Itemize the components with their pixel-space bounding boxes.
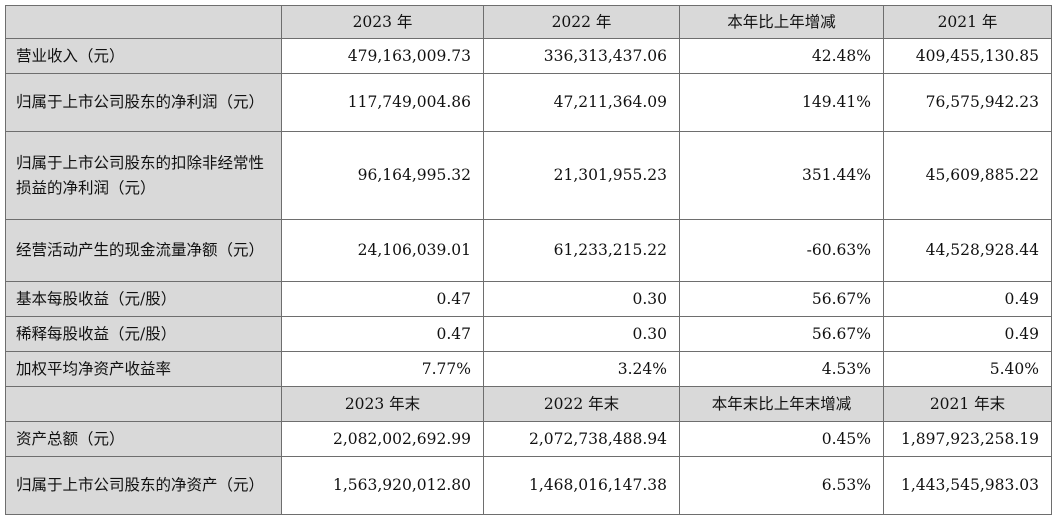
row-label: 营业收入（元） (5, 38, 282, 74)
value-cell: 56.67% (679, 316, 884, 352)
table-row: 基本每股收益（元/股） 0.47 0.30 56.67% 0.49 (5, 281, 1052, 317)
value-cell: 96,164,995.32 (281, 131, 484, 220)
value-cell: 5.40% (883, 351, 1052, 387)
value-cell: 0.30 (483, 316, 680, 352)
financial-table: 2023 年 2022 年 本年比上年增减 2021 年 营业收入（元） 479… (5, 5, 1052, 515)
value-cell: 0.45% (679, 421, 884, 457)
table-row: 稀释每股收益（元/股） 0.47 0.30 56.67% 0.49 (5, 316, 1052, 352)
value-cell: 0.49 (883, 316, 1052, 352)
header-cell: 2022 年末 (483, 386, 680, 422)
row-label: 稀释每股收益（元/股） (5, 316, 282, 352)
table-row: 归属于上市公司股东的净利润（元） 117,749,004.86 47,211,3… (5, 73, 1052, 132)
value-cell: 0.47 (281, 316, 484, 352)
value-cell: 76,575,942.23 (883, 73, 1052, 132)
value-cell: 1,897,923,258.19 (883, 421, 1052, 457)
header-cell: 2023 年末 (281, 386, 484, 422)
row-label: 经营活动产生的现金流量净额（元） (5, 219, 282, 282)
row-label: 资产总额（元） (5, 421, 282, 457)
value-cell: 47,211,364.09 (483, 73, 680, 132)
value-cell: 409,455,130.85 (883, 38, 1052, 74)
value-cell: 61,233,215.22 (483, 219, 680, 282)
row-label: 归属于上市公司股东的扣除非经常性损益的净利润（元） (5, 131, 282, 220)
header-cell: 本年比上年增减 (679, 5, 884, 39)
header-cell: 本年末比上年末增减 (679, 386, 884, 422)
row-label: 归属于上市公司股东的净资产（元） (5, 456, 282, 515)
header-cell (5, 386, 282, 422)
table-row: 归属于上市公司股东的净资产（元） 1,563,920,012.80 1,468,… (5, 456, 1052, 515)
table-row: 归属于上市公司股东的扣除非经常性损益的净利润（元） 96,164,995.32 … (5, 131, 1052, 220)
value-cell: 24,106,039.01 (281, 219, 484, 282)
value-cell: 0.47 (281, 281, 484, 317)
value-cell: 0.49 (883, 281, 1052, 317)
header-cell: 2022 年 (483, 5, 680, 39)
table-row: 营业收入（元） 479,163,009.73 336,313,437.06 42… (5, 38, 1052, 74)
header-cell: 2021 年末 (883, 386, 1052, 422)
value-cell: 149.41% (679, 73, 884, 132)
header-cell: 2021 年 (883, 5, 1052, 39)
row-label: 基本每股收益（元/股） (5, 281, 282, 317)
value-cell: 4.53% (679, 351, 884, 387)
value-cell: 479,163,009.73 (281, 38, 484, 74)
value-cell: 56.67% (679, 281, 884, 317)
table-row: 资产总额（元） 2,082,002,692.99 2,072,738,488.9… (5, 421, 1052, 457)
row-label: 归属于上市公司股东的净利润（元） (5, 73, 282, 132)
header-cell (5, 5, 282, 39)
value-cell: 21,301,955.23 (483, 131, 680, 220)
table-row: 加权平均净资产收益率 7.77% 3.24% 4.53% 5.40% (5, 351, 1052, 387)
table-row: 经营活动产生的现金流量净额（元） 24,106,039.01 61,233,21… (5, 219, 1052, 282)
value-cell: 6.53% (679, 456, 884, 515)
value-cell: 0.30 (483, 281, 680, 317)
value-cell: 117,749,004.86 (281, 73, 484, 132)
value-cell: 2,082,002,692.99 (281, 421, 484, 457)
value-cell: 1,443,545,983.03 (883, 456, 1052, 515)
value-cell: 351.44% (679, 131, 884, 220)
value-cell: 3.24% (483, 351, 680, 387)
value-cell: -60.63% (679, 219, 884, 282)
value-cell: 44,528,928.44 (883, 219, 1052, 282)
value-cell: 1,563,920,012.80 (281, 456, 484, 515)
header-cell: 2023 年 (281, 5, 484, 39)
value-cell: 336,313,437.06 (483, 38, 680, 74)
value-cell: 2,072,738,488.94 (483, 421, 680, 457)
value-cell: 42.48% (679, 38, 884, 74)
header-row-annual: 2023 年 2022 年 本年比上年增减 2021 年 (5, 5, 1052, 39)
header-row-yearend: 2023 年末 2022 年末 本年末比上年末增减 2021 年末 (5, 386, 1052, 422)
value-cell: 7.77% (281, 351, 484, 387)
row-label: 加权平均净资产收益率 (5, 351, 282, 387)
value-cell: 45,609,885.22 (883, 131, 1052, 220)
value-cell: 1,468,016,147.38 (483, 456, 680, 515)
